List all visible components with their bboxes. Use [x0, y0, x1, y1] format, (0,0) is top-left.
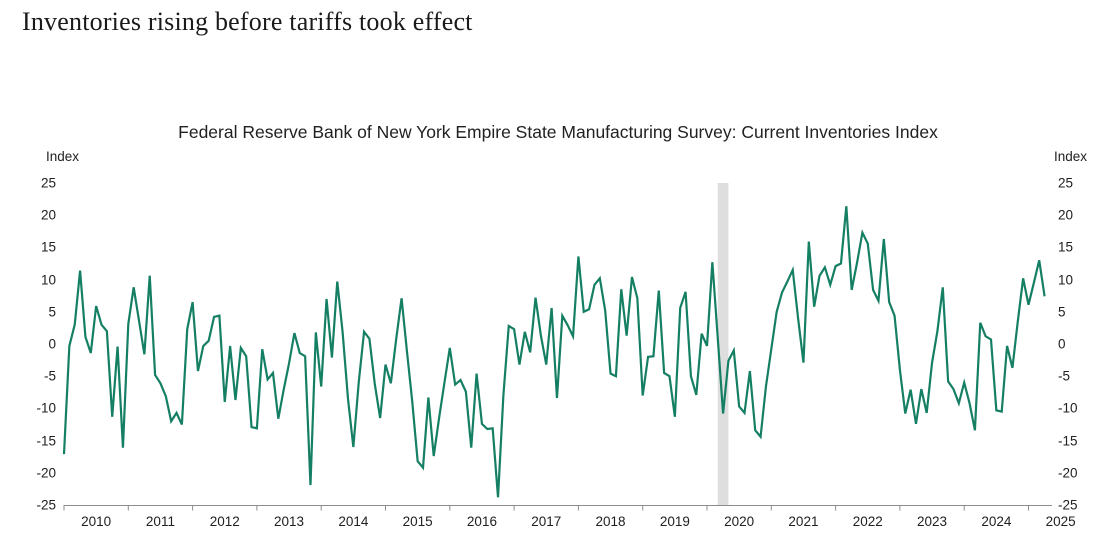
- x-tick-label: 2019: [659, 514, 690, 529]
- y-tick-label-left: 15: [40, 239, 56, 255]
- y-tick-label-left: 25: [40, 175, 56, 191]
- y-tick-label-left: -25: [36, 497, 56, 513]
- y-axis-unit-right: Index: [1054, 149, 1088, 164]
- x-tick-label: 2014: [338, 514, 369, 529]
- x-tick-label: 2016: [466, 514, 497, 529]
- x-tick-label: 2013: [274, 514, 305, 529]
- y-tick-label-right: -20: [1058, 465, 1078, 481]
- y-tick-label-left: -10: [36, 400, 56, 416]
- y-tick-label-right: 25: [1058, 175, 1074, 191]
- y-tick-label-left: -20: [36, 465, 56, 481]
- y-tick-label-right: 20: [1058, 207, 1074, 223]
- y-tick-label-right: 5: [1058, 304, 1066, 320]
- page-title: Inventories rising before tariffs took e…: [22, 7, 473, 36]
- y-tick-label-right: -10: [1058, 400, 1078, 416]
- y-tick-label-right: 10: [1058, 272, 1074, 288]
- y-tick-label-right: 0: [1058, 336, 1066, 352]
- y-axis-unit-left: Index: [46, 149, 80, 164]
- y-tick-label-left: 0: [48, 336, 56, 352]
- y-tick-label-right: -5: [1058, 368, 1071, 384]
- x-tick-label: 2012: [209, 514, 240, 529]
- y-tick-label-left: 20: [40, 207, 56, 223]
- x-tick-label: 2018: [595, 514, 626, 529]
- recession-band: [717, 183, 729, 505]
- x-tick-label: 2022: [852, 514, 883, 529]
- x-tick-label: 2017: [531, 514, 562, 529]
- y-tick-label-right: 15: [1058, 239, 1074, 255]
- x-tick-label: 2023: [917, 514, 948, 529]
- y-tick-label-left: 5: [48, 304, 56, 320]
- y-tick-label-left: -5: [43, 368, 56, 384]
- y-tick-label-left: 10: [40, 272, 56, 288]
- x-tick-label: 2010: [81, 514, 112, 529]
- y-tick-label-left: -15: [36, 433, 56, 449]
- y-tick-label-right: -15: [1058, 433, 1078, 449]
- x-tick-label: 2025: [1045, 514, 1076, 529]
- inventories-line: [62, 206, 1046, 498]
- chart-title: Federal Reserve Bank of New York Empire …: [178, 122, 938, 142]
- x-tick-label: 2011: [145, 514, 175, 529]
- x-tick-label: 2024: [981, 514, 1012, 529]
- y-tick-label-right: -25: [1058, 497, 1078, 513]
- x-tick-label: 2021: [788, 514, 819, 529]
- x-tick-label: 2020: [724, 514, 755, 529]
- x-tick-label: 2015: [402, 514, 433, 529]
